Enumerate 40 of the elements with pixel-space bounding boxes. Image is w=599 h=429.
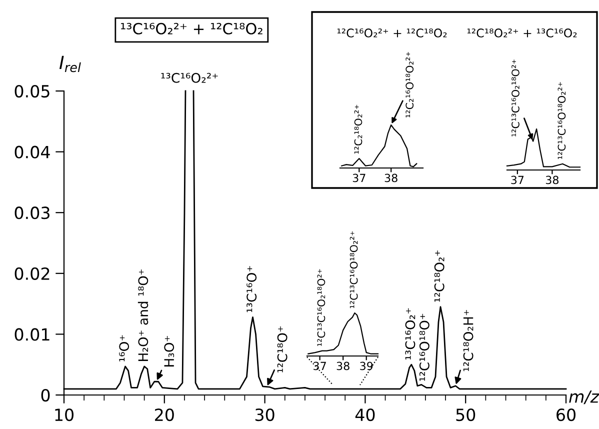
- annotation: ¹⁶O⁺: [119, 335, 130, 362]
- annotation: ¹²C¹³C¹⁶O₂¹⁸O²⁺: [317, 269, 326, 346]
- x-tick-label: 38: [336, 362, 350, 370]
- x-tick-label: 40: [355, 408, 375, 422]
- annotation: ¹³C¹⁶O₂²⁺: [161, 72, 218, 83]
- y-tick-label: 0.04: [14, 146, 50, 158]
- annotation: ¹²C₂¹⁸O₂²⁺: [354, 104, 362, 154]
- annotation: ¹²C¹³C¹⁶O¹⁸O₂²⁺: [558, 82, 566, 159]
- y-tick-label: 0.03: [14, 206, 50, 220]
- y-axis-title: I$_{rel}$: [59, 56, 81, 72]
- x-tick-label: 50: [456, 408, 476, 422]
- x-tick-label: 20: [155, 408, 174, 422]
- annotation: ¹³C¹⁶O₂⁺: [405, 308, 416, 360]
- x-tick-label: 10: [55, 408, 74, 422]
- x-tick-label: 30: [255, 408, 274, 422]
- x-tick-label: 37: [511, 176, 524, 184]
- annotation: ¹²C¹³C¹⁶O¹⁸O₂²⁺: [350, 231, 358, 308]
- x-tick-label: 37: [314, 362, 326, 370]
- y-tick-label: 0: [41, 388, 50, 402]
- y-tick-label: 0.01: [14, 328, 50, 341]
- y-tick-label: 0.05: [14, 84, 50, 98]
- x-tick-label: 60: [556, 408, 576, 422]
- annotation: ¹²C¹⁸O₂H⁺: [463, 310, 474, 372]
- x-tick-label: 38: [546, 176, 558, 184]
- x-axis-title: m/z: [569, 390, 599, 404]
- annotation: ¹²C¹⁶O¹⁸O⁺: [419, 314, 430, 381]
- annotation: ¹³C¹⁶O⁺: [246, 266, 257, 312]
- annotation: ¹²C₂¹⁶O¹⁸O₂²⁺: [406, 52, 414, 118]
- chart-title: ¹³C¹⁶O₂²⁺ + ¹²C¹⁸O₂: [121, 22, 262, 34]
- annotation: H₂O⁺ and ¹⁸O⁺: [138, 269, 148, 361]
- x-tick-label: 39: [360, 362, 373, 370]
- x-tick-label: 38: [384, 174, 398, 182]
- annotation: H₃O⁺: [164, 336, 174, 366]
- x-tick-label: 37: [352, 174, 366, 182]
- chart-title: ¹²C¹⁶O₂²⁺ + ¹²C¹⁸O₂: [337, 28, 447, 38]
- y-tick-label: 0.02: [14, 267, 50, 280]
- annotation: ¹²C¹³C¹⁶O₂¹⁸O²⁺: [512, 60, 520, 136]
- annotation: ¹²C¹⁸O₂⁺: [434, 250, 444, 302]
- chart-title: ¹²C¹⁸O₂²⁺ + ¹³C¹⁶O₂: [467, 28, 577, 38]
- annotation: ¹²C¹⁸O⁺: [277, 326, 288, 372]
